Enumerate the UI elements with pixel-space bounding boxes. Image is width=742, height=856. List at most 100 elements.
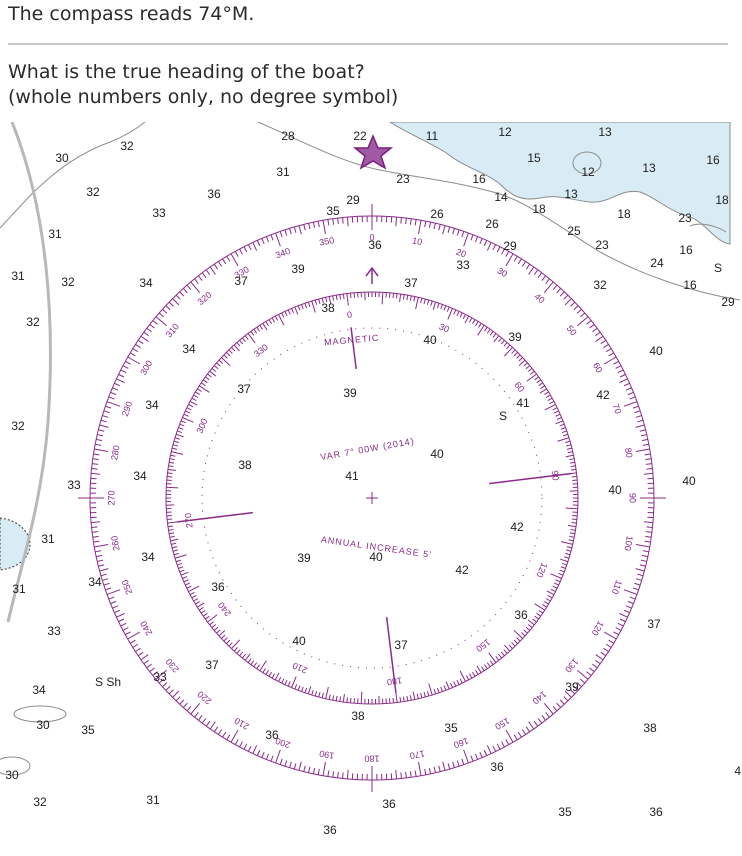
inner-tick [349,293,352,299]
depth-sounding: 18 [532,202,546,216]
outer-tick [605,348,612,353]
outer-degree-label: 350 [318,235,335,247]
outer-tick [284,229,288,236]
inner-tick [209,370,217,377]
inner-tick [209,621,214,626]
shallow-water-left [0,517,31,571]
outer-degree-label: 300 [138,359,154,377]
outer-tick [197,275,203,281]
outer-tick [337,771,339,778]
outer-tick [619,618,626,623]
outer-tick [201,272,207,278]
depth-sounding: 39 [297,551,311,565]
outer-tick [155,669,168,680]
inner-tick [291,308,294,314]
inner-tick [420,297,423,304]
inner-tick [402,696,405,702]
outer-tick [447,763,451,770]
inner-tick [205,376,210,381]
outer-tick [125,360,131,365]
inner-tick [566,549,572,552]
outer-tick [149,323,155,329]
inner-tick [465,675,470,681]
outer-degree-label: 0 [369,232,374,242]
outer-tick [186,284,192,291]
inner-dashed-ring [201,327,543,669]
inner-tick [420,692,423,699]
depth-sounding: 40 [649,344,663,358]
outer-tick [93,453,100,456]
outer-degree-label: 90 [628,493,638,503]
inner-tick [321,297,324,304]
outer-tick [613,631,619,636]
inner-tick [513,351,519,357]
magnetic-cardinal-line [350,327,357,370]
inner-tick [268,319,272,325]
outer-tick [284,760,288,767]
inner-tick [166,486,179,489]
outer-tick [298,761,302,771]
inner-tick [453,681,457,687]
outer-tick [600,651,607,657]
inner-tick [570,465,576,468]
inner-tick [169,458,175,461]
outer-tick [103,582,110,586]
inner-tick [469,673,473,679]
inner-tick [207,614,218,623]
depth-sounding: 30 [55,151,69,165]
depth-sounding: 36 [265,728,279,742]
depth-sounding: S [499,409,507,423]
inner-tick [527,619,535,626]
inner-degree-label: 330 [252,342,270,359]
inner-tick [188,585,200,592]
outer-tick [252,745,258,754]
outer-tick [405,218,407,225]
outer-tick [541,275,547,281]
inner-tick [406,695,409,701]
inner-tick [244,335,249,340]
depth-sounding: 34 [141,550,155,564]
depth-sounding: 31 [11,269,25,283]
inner-tick [513,639,519,645]
inner-tick [253,328,258,334]
outer-tick [645,531,652,533]
outer-tick [205,269,211,276]
outer-tick [605,643,612,648]
inner-tick [453,309,457,315]
depth-sounding: 37 [647,617,661,631]
outer-degree-label: 160 [452,736,470,751]
outer-tick [127,356,141,365]
inner-tick [304,303,308,309]
outer-tick [317,768,320,775]
depth-sounding: 40 [369,550,383,564]
inner-tick [552,585,558,589]
inner-tick [278,676,282,682]
inner-tick [567,451,573,454]
inner-tick [180,420,186,424]
inner-tick [297,685,301,691]
outer-tick [643,472,653,475]
inner-tick [381,292,384,305]
outer-tick [182,702,188,708]
outer-tick [589,323,595,329]
outer-tick [110,600,117,605]
outer-tick [175,696,181,702]
star-icon [352,134,394,170]
outer-tick [146,327,152,333]
inner-tick [504,644,511,652]
outer-tick [592,327,598,333]
outer-tick [603,356,617,365]
inner-tick [538,382,544,387]
outer-tick [92,458,99,461]
outer-tick [603,343,609,349]
depth-sounding: 36 [514,608,528,622]
inner-tick [253,662,258,668]
outer-tick [279,758,283,765]
depth-sounding: 34 [139,276,153,290]
depth-sounding: 40 [423,333,437,347]
outer-tick [256,749,261,756]
outer-tick [563,294,569,300]
outer-tick [635,568,645,572]
inner-tick [498,653,503,659]
